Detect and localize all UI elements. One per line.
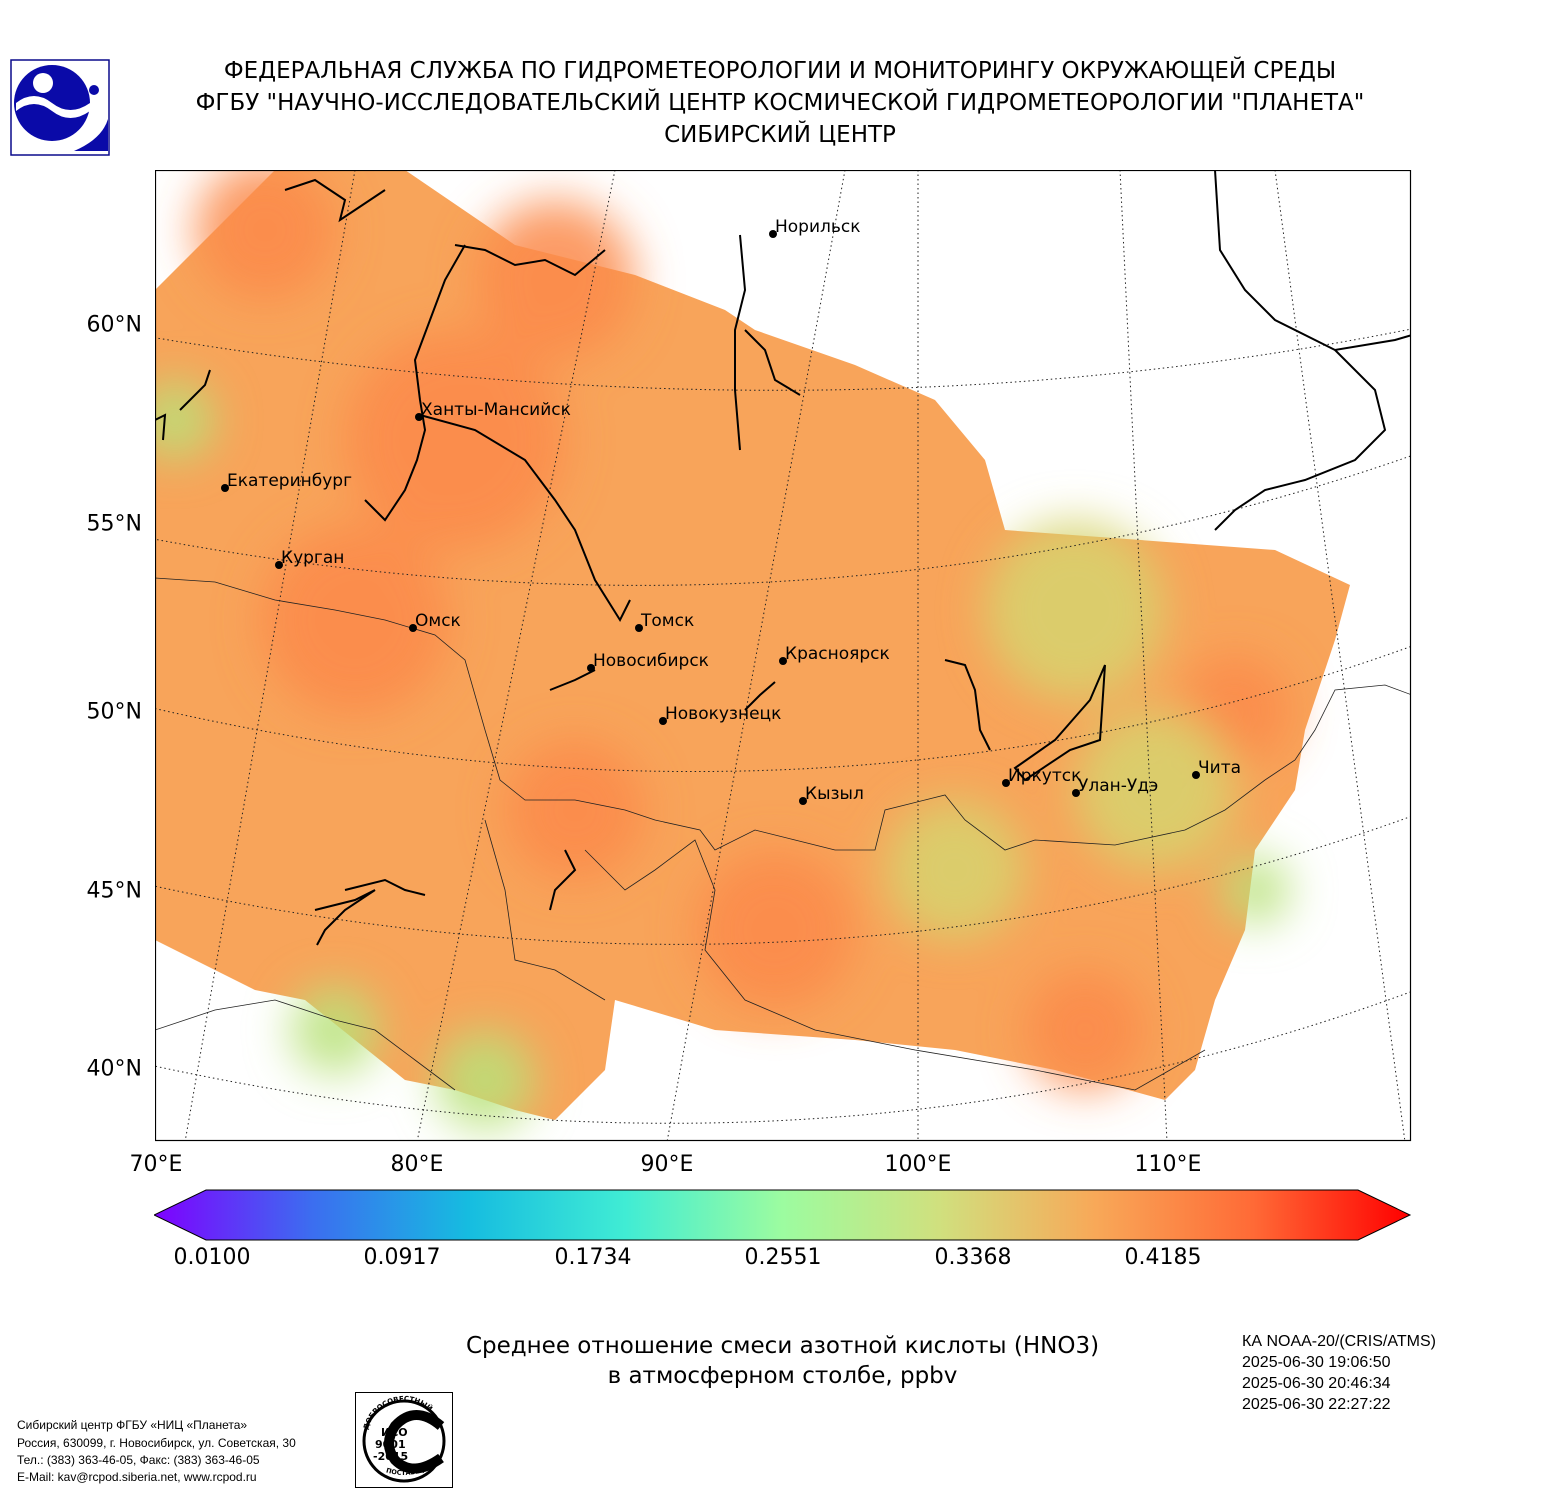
lon-label: 80°E — [390, 1152, 444, 1177]
city-dot — [1002, 779, 1010, 787]
city-dot — [799, 797, 807, 805]
city-dot — [659, 717, 667, 725]
lon-label: 90°E — [640, 1152, 694, 1177]
iso-line-3: -2015 — [373, 1450, 408, 1463]
satellite-name: КА NOAA-20/(CRIS/ATMS) — [1242, 1333, 1436, 1350]
city-label: Иркутск — [1008, 766, 1081, 786]
colorbar-tick: 0.3368 — [934, 1245, 1012, 1270]
footer-line-4: E-Mail: kav@rcpod.siberia.net, www.rcpod… — [17, 1470, 257, 1484]
pass-time: 2025-06-30 20:46:34 — [1242, 1375, 1391, 1392]
graticule — [155, 170, 1411, 1141]
pass-time: 2025-06-30 22:27:22 — [1242, 1396, 1391, 1413]
rivers-and-coasts — [155, 170, 1411, 946]
city-label: Улан-Удэ — [1078, 776, 1158, 796]
city-dot — [221, 484, 229, 492]
footer-line-1: Сибирский центр ФГБУ «НИЦ «Планета» — [17, 1418, 248, 1432]
iso-line-2: 9001 — [375, 1438, 406, 1451]
lat-label: 55°N — [86, 511, 142, 537]
city-label: Кызыл — [805, 784, 864, 804]
city-dot — [587, 664, 595, 672]
city-marker: Курган — [275, 548, 344, 569]
city-dot — [415, 413, 423, 421]
colorbar-tick: 0.0917 — [363, 1245, 441, 1270]
iso-line-1: ИСО — [381, 1426, 408, 1439]
city-label: Екатеринбург — [227, 471, 352, 491]
city-label: Ханты-Мансийск — [421, 400, 571, 420]
city-label: Красноярск — [785, 644, 890, 664]
lon-label: 70°E — [129, 1152, 183, 1177]
city-marker: Кызыл — [799, 784, 864, 805]
city-marker: Улан-Удэ — [1072, 776, 1158, 797]
city-label: Омск — [415, 611, 461, 631]
city-marker: Чита — [1192, 758, 1241, 779]
map-panel: Норильск Ханты-Мансийск Екатеринбург Курган… — [155, 170, 1412, 1142]
borders — [155, 577, 1411, 1091]
lon-label: 100°E — [884, 1152, 952, 1177]
city-label: Новокузнецк — [665, 704, 781, 724]
header-line-1: ФЕДЕРАЛЬНАЯ СЛУЖБА ПО ГИДРОМЕТЕОРОЛОГИИ … — [223, 58, 1337, 84]
footer-line-3: Тел.: (383) 363-46-05, Факс: (383) 363-4… — [17, 1453, 260, 1467]
city-label: Томск — [640, 611, 694, 631]
header-line-2: ФГБУ "НАУЧНО-ИССЛЕДОВАТЕЛЬСКИЙ ЦЕНТР КОС… — [195, 90, 1365, 116]
city-dot — [779, 657, 787, 665]
city-marker: Красноярск — [779, 644, 890, 665]
figure-title-line-2: в атмосферном столбе, ppbv — [607, 1363, 958, 1389]
city-dot — [409, 624, 417, 632]
lat-label: 45°N — [86, 878, 142, 904]
city-dot — [1192, 771, 1200, 779]
lon-label: 110°E — [1134, 1152, 1202, 1177]
city-label: Курган — [281, 548, 344, 568]
city-marker: Томск — [635, 611, 694, 632]
city-dot — [769, 230, 777, 238]
colorbar — [154, 1189, 1412, 1241]
city-label: Чита — [1198, 758, 1241, 778]
iso-9001-stamp-icon: ДОБРОСОВЕСТНЫЙ ИСО 9001 -2015 ПОСТАВЩИК — [355, 1392, 453, 1488]
city-marker: Новосибирск — [587, 651, 709, 672]
planeta-logo-icon — [10, 59, 110, 156]
city-dot — [635, 624, 643, 632]
footer-line-2: Россия, 630099, г. Новосибирск, ул. Сове… — [17, 1436, 296, 1450]
lat-label: 60°N — [86, 312, 142, 338]
city-marker: Ханты-Мансийск — [415, 400, 571, 421]
city-marker: Екатеринбург — [221, 471, 352, 492]
city-marker: Иркутск — [1002, 766, 1081, 787]
colorbar-tick: 0.1734 — [554, 1245, 632, 1270]
lat-label: 40°N — [86, 1056, 142, 1082]
city-marker: Новокузнецк — [659, 704, 781, 725]
city-dot — [275, 561, 283, 569]
city-marker: Омск — [409, 611, 461, 632]
city-marker: Норильск — [769, 217, 861, 238]
colorbar-tick: 0.4185 — [1124, 1245, 1202, 1270]
city-label: Новосибирск — [593, 651, 709, 671]
header-line-3: СИБИРСКИЙ ЦЕНТР — [664, 122, 896, 148]
figure-title-line-1: Среднее отношение смеси азотной кислоты … — [465, 1333, 1100, 1359]
pass-time: 2025-06-30 19:06:50 — [1242, 1354, 1391, 1371]
colorbar-tick: 0.2551 — [744, 1245, 822, 1270]
hno3-field — [155, 170, 1350, 1130]
lat-label: 50°N — [86, 699, 142, 725]
colorbar-tick: 0.0100 — [173, 1245, 251, 1270]
city-label: Норильск — [775, 217, 861, 237]
city-dot — [1072, 789, 1080, 797]
